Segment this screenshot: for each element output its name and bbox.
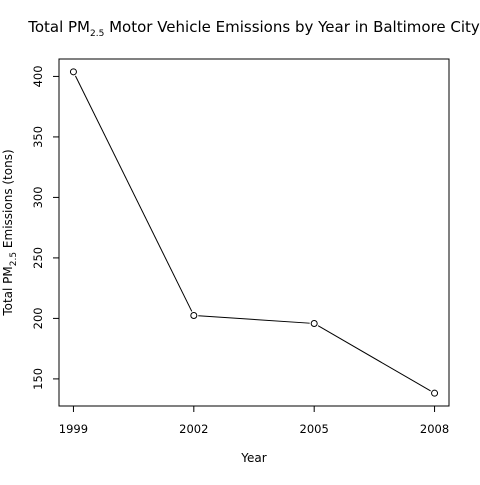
- y-tick-label: 250: [31, 247, 45, 269]
- x-tick-label: 1999: [59, 422, 88, 436]
- x-tick-label: 2005: [300, 422, 329, 436]
- x-axis: 1999 2002 2005 2008: [59, 406, 449, 436]
- data-point: [190, 311, 198, 319]
- series-segment: [74, 75, 193, 312]
- y-tick-label: 300: [31, 186, 45, 208]
- x-tick-label: 2008: [420, 422, 449, 436]
- y-tick-label: 200: [31, 307, 45, 329]
- data-point: [310, 319, 318, 327]
- plot-frame: [58, 58, 450, 407]
- y-tick-label: 350: [31, 126, 45, 148]
- chart-title: Total PM2.5 Motor Vehicle Emissions by Y…: [27, 18, 480, 39]
- series-segment: [198, 315, 310, 324]
- y-axis-label: Total PM2.5 Emissions (tons): [1, 149, 19, 316]
- data-point: [431, 389, 439, 397]
- y-axis: 150 200 250 300 350 400: [31, 65, 59, 390]
- data-point: [69, 68, 77, 76]
- y-tick-label: 400: [31, 65, 45, 87]
- y-tick-label: 150: [31, 368, 45, 390]
- series-line: [69, 68, 439, 397]
- series-segment: [317, 325, 431, 392]
- x-axis-label: Year: [240, 451, 266, 465]
- x-tick-label: 2002: [179, 422, 208, 436]
